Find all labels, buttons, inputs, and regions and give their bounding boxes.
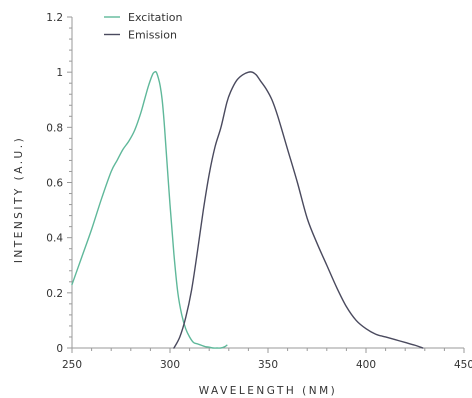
- x-tick-label: 350: [258, 359, 278, 371]
- y-tick-label: 0.4: [46, 233, 63, 245]
- y-tick-label: 0: [56, 343, 63, 355]
- series-line-emission: [173, 71, 424, 349]
- y-tick-label: 1: [56, 67, 63, 79]
- legend-label-excitation: Excitation: [128, 11, 183, 24]
- series-line-excitation: [71, 70, 228, 349]
- x-tick-label: 400: [356, 359, 376, 371]
- x-tick-label: 450: [454, 359, 472, 371]
- y-tick-label: 1.2: [46, 12, 63, 24]
- legend-label-emission: Emission: [128, 29, 177, 42]
- y-axis-title: INTENSITY (A.U.): [13, 136, 25, 263]
- y-tick-label: 0.2: [46, 288, 63, 300]
- y-tick-label: 0.8: [46, 122, 63, 134]
- x-tick-label: 250: [62, 359, 82, 371]
- x-axis-title: WAVELENGTH (NM): [199, 385, 338, 397]
- series-layer: [71, 70, 424, 349]
- x-tick-label: 300: [160, 359, 180, 371]
- legend: Excitation Emission: [104, 11, 183, 42]
- y-tick-label: 0.6: [46, 178, 63, 190]
- axes: 0 0.2 0.4 0.6 0.8 1 1.2 250 300 350 400 450: [46, 12, 472, 371]
